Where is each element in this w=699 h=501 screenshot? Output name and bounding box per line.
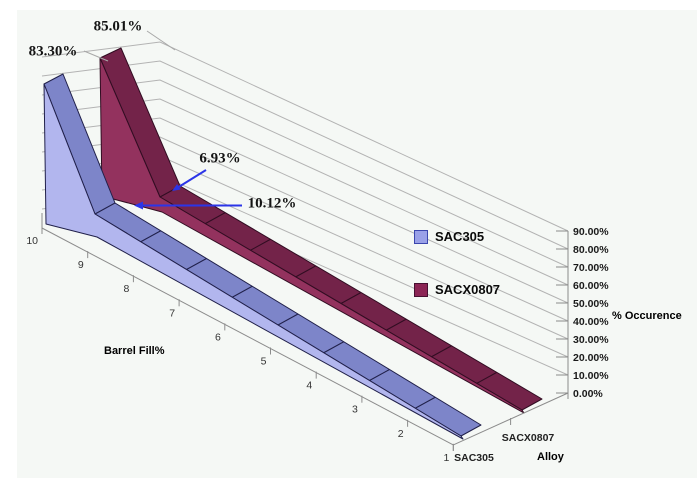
category-tick-label: 4 <box>306 380 312 392</box>
value-tick-label: 80.00% <box>573 244 609 256</box>
series-tick-label: SACX0807 <box>502 432 555 444</box>
series-axis-title: Alloy <box>537 451 564 463</box>
value-tick-label: 0.00% <box>573 388 603 400</box>
value-tick-label: 20.00% <box>573 352 609 364</box>
legend-item-sac305[interactable]: SAC305 <box>414 229 500 244</box>
value-axis-title: % Occurence <box>612 310 682 322</box>
value-tick-label: 60.00% <box>573 280 609 292</box>
data-label-sac305-cat9: 10.12% <box>247 195 297 212</box>
category-tick-label: 9 <box>78 259 84 271</box>
data-label-sacx0807-cat9: 6.93% <box>199 150 241 167</box>
value-tick-label: 90.00% <box>573 226 609 238</box>
category-axis-title: Barrel Fill% <box>104 345 165 357</box>
data-label-sacx0807-peak: 85.01% <box>93 18 143 35</box>
category-tick-label: 3 <box>352 404 358 416</box>
category-tick-label: 2 <box>398 428 404 440</box>
legend-label-sacx0807: SACX0807 <box>435 282 501 297</box>
value-tick-label: 30.00% <box>573 334 609 346</box>
legend-item-sacx0807[interactable]: SACX0807 <box>414 282 500 297</box>
category-tick-label: 6 <box>215 331 221 343</box>
value-tick-label: 50.00% <box>573 298 609 310</box>
value-tick-label: 10.00% <box>573 370 609 382</box>
value-tick-label: 70.00% <box>573 262 609 274</box>
category-tick-label: 1 <box>443 452 449 464</box>
legend: SAC305 SACX0807 <box>414 229 500 335</box>
legend-swatch-sac305 <box>414 229 428 244</box>
category-tick-label: 8 <box>124 283 130 295</box>
legend-label-sac305: SAC305 <box>435 229 485 244</box>
value-tick-label: 40.00% <box>573 316 609 328</box>
category-tick-label: 10 <box>26 235 38 247</box>
legend-swatch-sacx0807 <box>414 282 428 297</box>
data-label-sac305-peak: 83.30% <box>28 43 78 60</box>
series-tick-label: SAC305 <box>454 452 494 464</box>
category-tick-label: 5 <box>261 356 267 368</box>
category-tick-label: 7 <box>169 307 175 319</box>
